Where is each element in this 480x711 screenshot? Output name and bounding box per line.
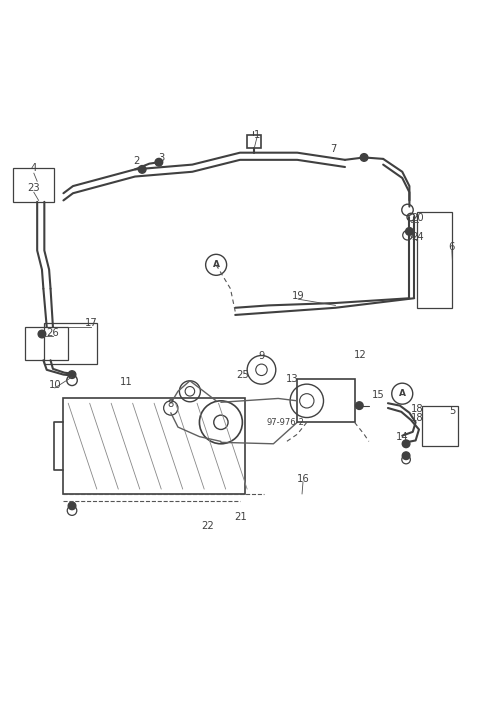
Bar xyxy=(63,398,245,494)
Text: 15: 15 xyxy=(372,390,385,400)
Circle shape xyxy=(155,159,163,166)
Text: 6: 6 xyxy=(449,242,455,252)
Text: 24: 24 xyxy=(411,232,424,242)
Text: 13: 13 xyxy=(286,375,299,385)
Bar xyxy=(63,398,245,494)
Circle shape xyxy=(402,452,410,459)
Text: 3: 3 xyxy=(158,153,164,163)
Bar xyxy=(417,213,452,308)
Text: 9: 9 xyxy=(258,351,264,361)
Bar xyxy=(25,327,68,360)
Bar xyxy=(422,405,458,447)
Text: 97-976-2: 97-976-2 xyxy=(266,418,304,427)
Text: 21: 21 xyxy=(235,512,247,522)
Text: 19: 19 xyxy=(292,291,305,301)
Text: 2: 2 xyxy=(133,156,139,166)
Text: 10: 10 xyxy=(48,380,61,390)
Text: A: A xyxy=(213,260,220,269)
Bar xyxy=(13,169,54,202)
Text: 23: 23 xyxy=(27,183,40,193)
Bar xyxy=(247,135,262,149)
Text: 22: 22 xyxy=(201,521,214,531)
Text: 5: 5 xyxy=(449,406,455,417)
Text: 4: 4 xyxy=(31,164,37,173)
Text: 18: 18 xyxy=(411,404,424,414)
Text: 12: 12 xyxy=(354,351,367,360)
Text: 14: 14 xyxy=(396,432,408,442)
Text: 18: 18 xyxy=(411,414,424,424)
Text: A: A xyxy=(399,389,406,398)
Text: 17: 17 xyxy=(85,318,97,328)
Bar xyxy=(297,380,355,422)
Circle shape xyxy=(360,154,368,161)
Text: 25: 25 xyxy=(236,370,249,380)
Text: 16: 16 xyxy=(297,474,310,483)
Text: 7: 7 xyxy=(330,144,336,154)
Circle shape xyxy=(68,370,76,378)
Circle shape xyxy=(38,330,46,338)
Circle shape xyxy=(406,228,413,235)
Circle shape xyxy=(138,166,146,173)
Circle shape xyxy=(68,502,76,510)
Circle shape xyxy=(356,402,363,410)
Bar xyxy=(44,323,97,363)
Text: 1: 1 xyxy=(253,130,260,140)
Text: 8: 8 xyxy=(168,399,174,409)
Text: 11: 11 xyxy=(120,377,133,387)
Text: 26: 26 xyxy=(47,328,60,338)
Text: 20: 20 xyxy=(411,213,424,223)
Circle shape xyxy=(402,440,410,448)
